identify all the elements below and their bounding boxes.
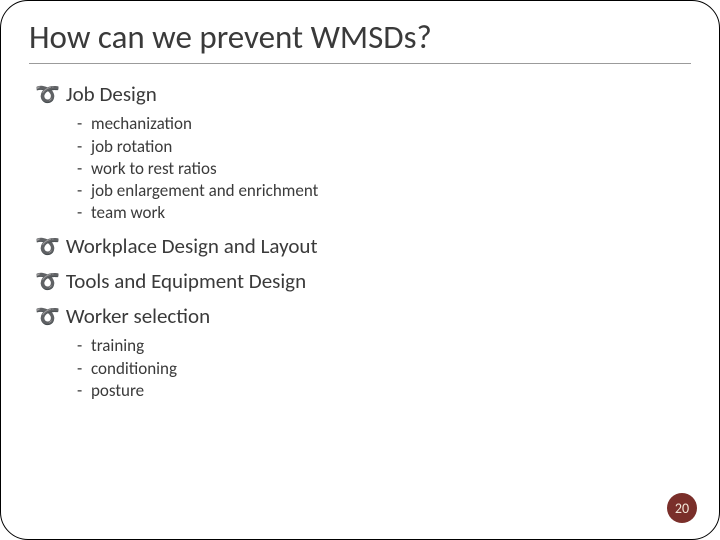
swirl-bullet-icon: ➰ (35, 85, 60, 105)
list-item: -team work (77, 202, 691, 223)
list-item: -posture (77, 380, 691, 401)
bullet-label: Worker selection (66, 304, 210, 329)
bullet-tools-equipment: ➰ Tools and Equipment Design (35, 269, 691, 294)
sub-item-label: job enlargement and enrichment (91, 180, 318, 201)
sub-item-label: conditioning (91, 358, 177, 379)
page-number-badge: 20 (667, 493, 697, 523)
slide-content: ➰ Job Design -mechanization -job rotatio… (29, 82, 691, 401)
list-item: -work to rest ratios (77, 158, 691, 179)
list-item: -job enlargement and enrichment (77, 180, 691, 201)
dash-icon: - (77, 158, 91, 179)
dash-icon: - (77, 202, 91, 223)
bullet-label: Tools and Equipment Design (66, 269, 306, 294)
dash-icon: - (77, 180, 91, 201)
bullet-label: Job Design (66, 82, 157, 107)
sublist-worker-selection: -training -conditioning -posture (77, 335, 691, 401)
dash-icon: - (77, 335, 91, 356)
swirl-bullet-icon: ➰ (35, 237, 60, 257)
sub-item-label: posture (91, 380, 144, 401)
bullet-job-design: ➰ Job Design (35, 82, 691, 107)
list-item: -job rotation (77, 136, 691, 157)
swirl-bullet-icon: ➰ (35, 272, 60, 292)
swirl-bullet-icon: ➰ (35, 307, 60, 327)
slide-frame: How can we prevent WMSDs? ➰ Job Design -… (0, 0, 720, 540)
sub-item-label: training (91, 335, 144, 356)
bullet-worker-selection: ➰ Worker selection (35, 304, 691, 329)
bullet-workplace-design: ➰ Workplace Design and Layout (35, 234, 691, 259)
dash-icon: - (77, 358, 91, 379)
sub-item-label: work to rest ratios (91, 158, 217, 179)
list-item: -mechanization (77, 113, 691, 134)
dash-icon: - (77, 113, 91, 134)
slide-title: How can we prevent WMSDs? (29, 19, 691, 64)
list-item: -conditioning (77, 358, 691, 379)
bullet-label: Workplace Design and Layout (66, 234, 318, 259)
sub-item-label: job rotation (91, 136, 172, 157)
sub-item-label: mechanization (91, 113, 192, 134)
list-item: -training (77, 335, 691, 356)
sublist-job-design: -mechanization -job rotation -work to re… (77, 113, 691, 223)
dash-icon: - (77, 136, 91, 157)
dash-icon: - (77, 380, 91, 401)
sub-item-label: team work (91, 202, 165, 223)
